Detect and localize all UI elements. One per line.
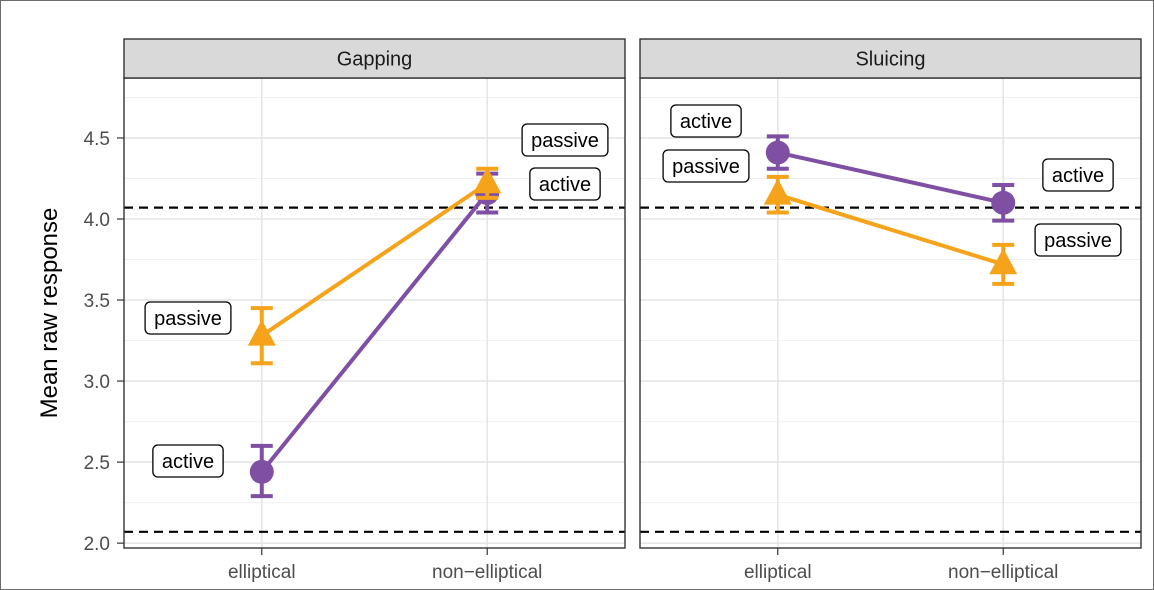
label-text-passive: passive bbox=[1044, 230, 1112, 252]
label-box-frame bbox=[662, 149, 750, 183]
label-box-active: active bbox=[152, 444, 224, 478]
series-line-active bbox=[777, 150, 1004, 205]
label-box-frame bbox=[1042, 158, 1114, 192]
label-text-passive: passive bbox=[672, 156, 740, 178]
y-tick-label-1: 2.5 bbox=[84, 453, 110, 474]
label-box-frame bbox=[152, 444, 224, 478]
label-box-passive: passive bbox=[144, 301, 232, 335]
point-passive bbox=[989, 248, 1018, 275]
point-active bbox=[249, 459, 274, 484]
label-box-passive: passive bbox=[1034, 223, 1122, 257]
x-tick-label: elliptical bbox=[228, 562, 296, 583]
label-text-active: active bbox=[539, 174, 591, 196]
point-passive bbox=[473, 167, 502, 194]
label-text-passive: passive bbox=[531, 130, 599, 152]
label-box-active: active bbox=[1042, 158, 1114, 192]
facet-title: Gapping bbox=[337, 49, 413, 71]
point-active bbox=[991, 190, 1016, 215]
facet-title: Sluicing bbox=[855, 49, 925, 71]
label-box-frame bbox=[144, 301, 232, 335]
label-text-active: active bbox=[1052, 165, 1104, 187]
y-tick-label-2: 3.0 bbox=[84, 372, 110, 393]
panel-gapping: active active passive passive Gapping ellipti… bbox=[123, 38, 626, 583]
point-passive bbox=[763, 178, 792, 205]
x-tick-label: elliptical bbox=[744, 562, 812, 583]
label-box-frame bbox=[521, 123, 609, 157]
label-box-active: active bbox=[529, 167, 601, 201]
label-box-frame bbox=[670, 104, 742, 138]
label-box-frame bbox=[1034, 223, 1122, 257]
y-tick-label-3: 3.5 bbox=[84, 291, 110, 312]
y-tick-label-0: 2.0 bbox=[84, 534, 110, 555]
point-active bbox=[765, 140, 790, 165]
label-text-active: active bbox=[162, 451, 214, 473]
label-box-passive: passive bbox=[521, 123, 609, 157]
y-axis-title: Mean raw response bbox=[36, 208, 63, 419]
series-line-passive bbox=[260, 181, 489, 338]
y-tick-label-4: 4.0 bbox=[84, 210, 110, 231]
facet-strip bbox=[639, 38, 1142, 79]
label-box-active: active bbox=[670, 104, 742, 138]
x-tick-label: non−elliptical bbox=[948, 562, 1058, 583]
point-passive bbox=[247, 319, 276, 346]
label-box-passive: passive bbox=[662, 149, 750, 183]
facet-strip bbox=[123, 38, 626, 79]
series-line-passive bbox=[777, 192, 1004, 267]
y-tick-label-5: 4.5 bbox=[84, 129, 110, 150]
label-box-frame bbox=[529, 167, 601, 201]
panel-background bbox=[640, 78, 1141, 548]
label-text-active: active bbox=[680, 111, 732, 133]
series-line-active bbox=[260, 191, 489, 474]
label-text-passive: passive bbox=[154, 308, 222, 330]
x-tick-label: non−elliptical bbox=[432, 562, 542, 583]
panel-sluicing: active active passive passive Sluicing ellipt… bbox=[639, 38, 1142, 583]
